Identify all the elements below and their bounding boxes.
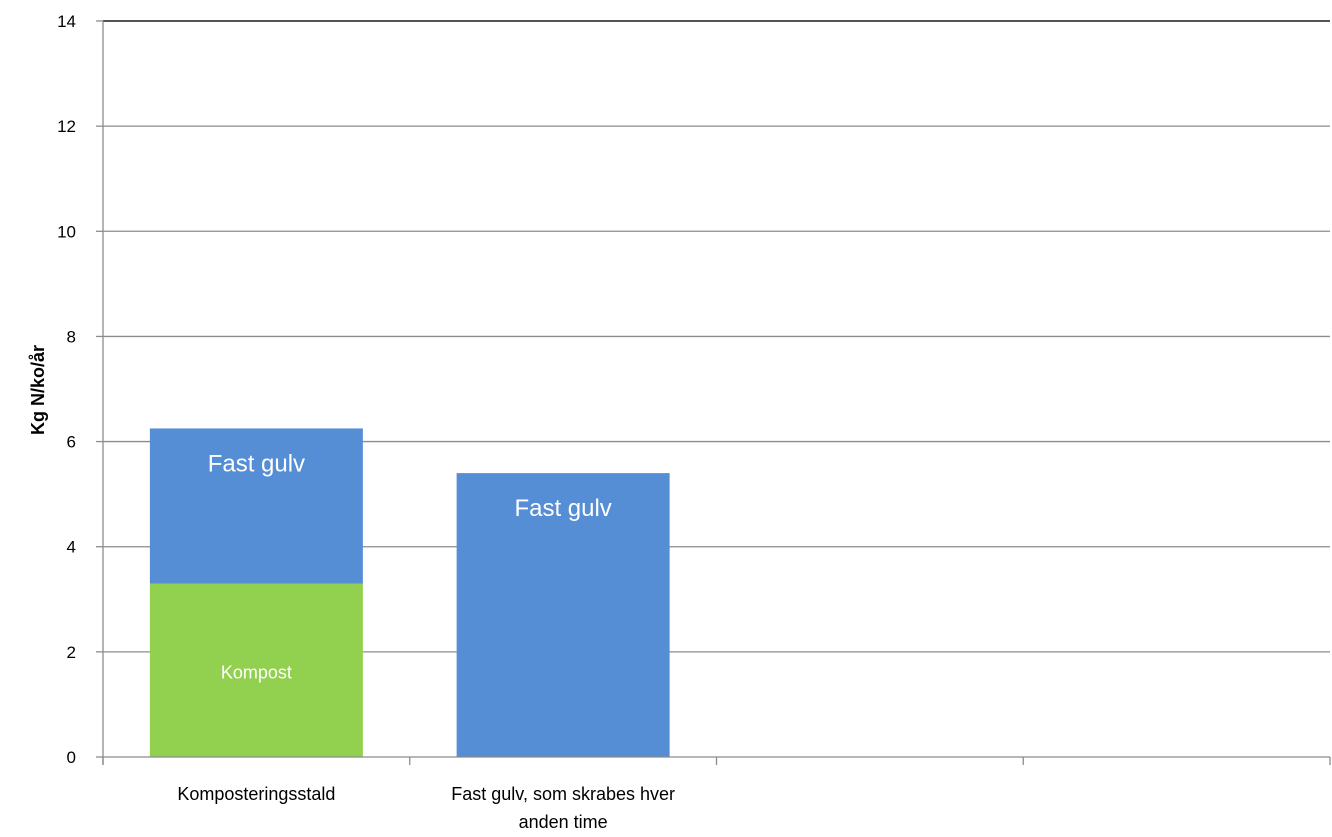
y-tick-label: 6 xyxy=(67,433,76,452)
y-axis-label: Kg N/ko/år xyxy=(28,345,48,435)
y-tick-label: 0 xyxy=(67,748,76,767)
category-label: anden time xyxy=(519,812,608,832)
y-tick-label: 8 xyxy=(67,327,76,346)
axes xyxy=(96,20,1331,765)
y-tick-label: 2 xyxy=(67,643,76,662)
bars xyxy=(149,428,670,757)
category-label: Fast gulv, som skrabes hver xyxy=(451,784,675,804)
bar-segment-fast-gulv xyxy=(456,473,670,757)
category-label: Komposteringsstald xyxy=(177,784,335,804)
y-tick-label: 4 xyxy=(67,538,76,557)
bar-segment-fast-gulv xyxy=(149,428,363,584)
segment-label: Fast gulv xyxy=(208,450,305,477)
x-category-labels: Komposteringsstald Fast gulv, som skrabes… xyxy=(177,784,675,832)
bar-segment-kompost xyxy=(149,583,363,757)
y-tick-label: 12 xyxy=(57,117,76,136)
segment-label: Kompost xyxy=(221,662,292,682)
y-tick-label: 14 xyxy=(57,12,76,31)
y-tick-labels: 0 2 4 6 8 10 12 14 xyxy=(57,12,76,767)
segment-label: Fast gulv xyxy=(514,495,611,522)
segment-labels: Kompost Fast gulv Fast gulv xyxy=(208,450,612,682)
y-tick-label: 10 xyxy=(57,222,76,241)
